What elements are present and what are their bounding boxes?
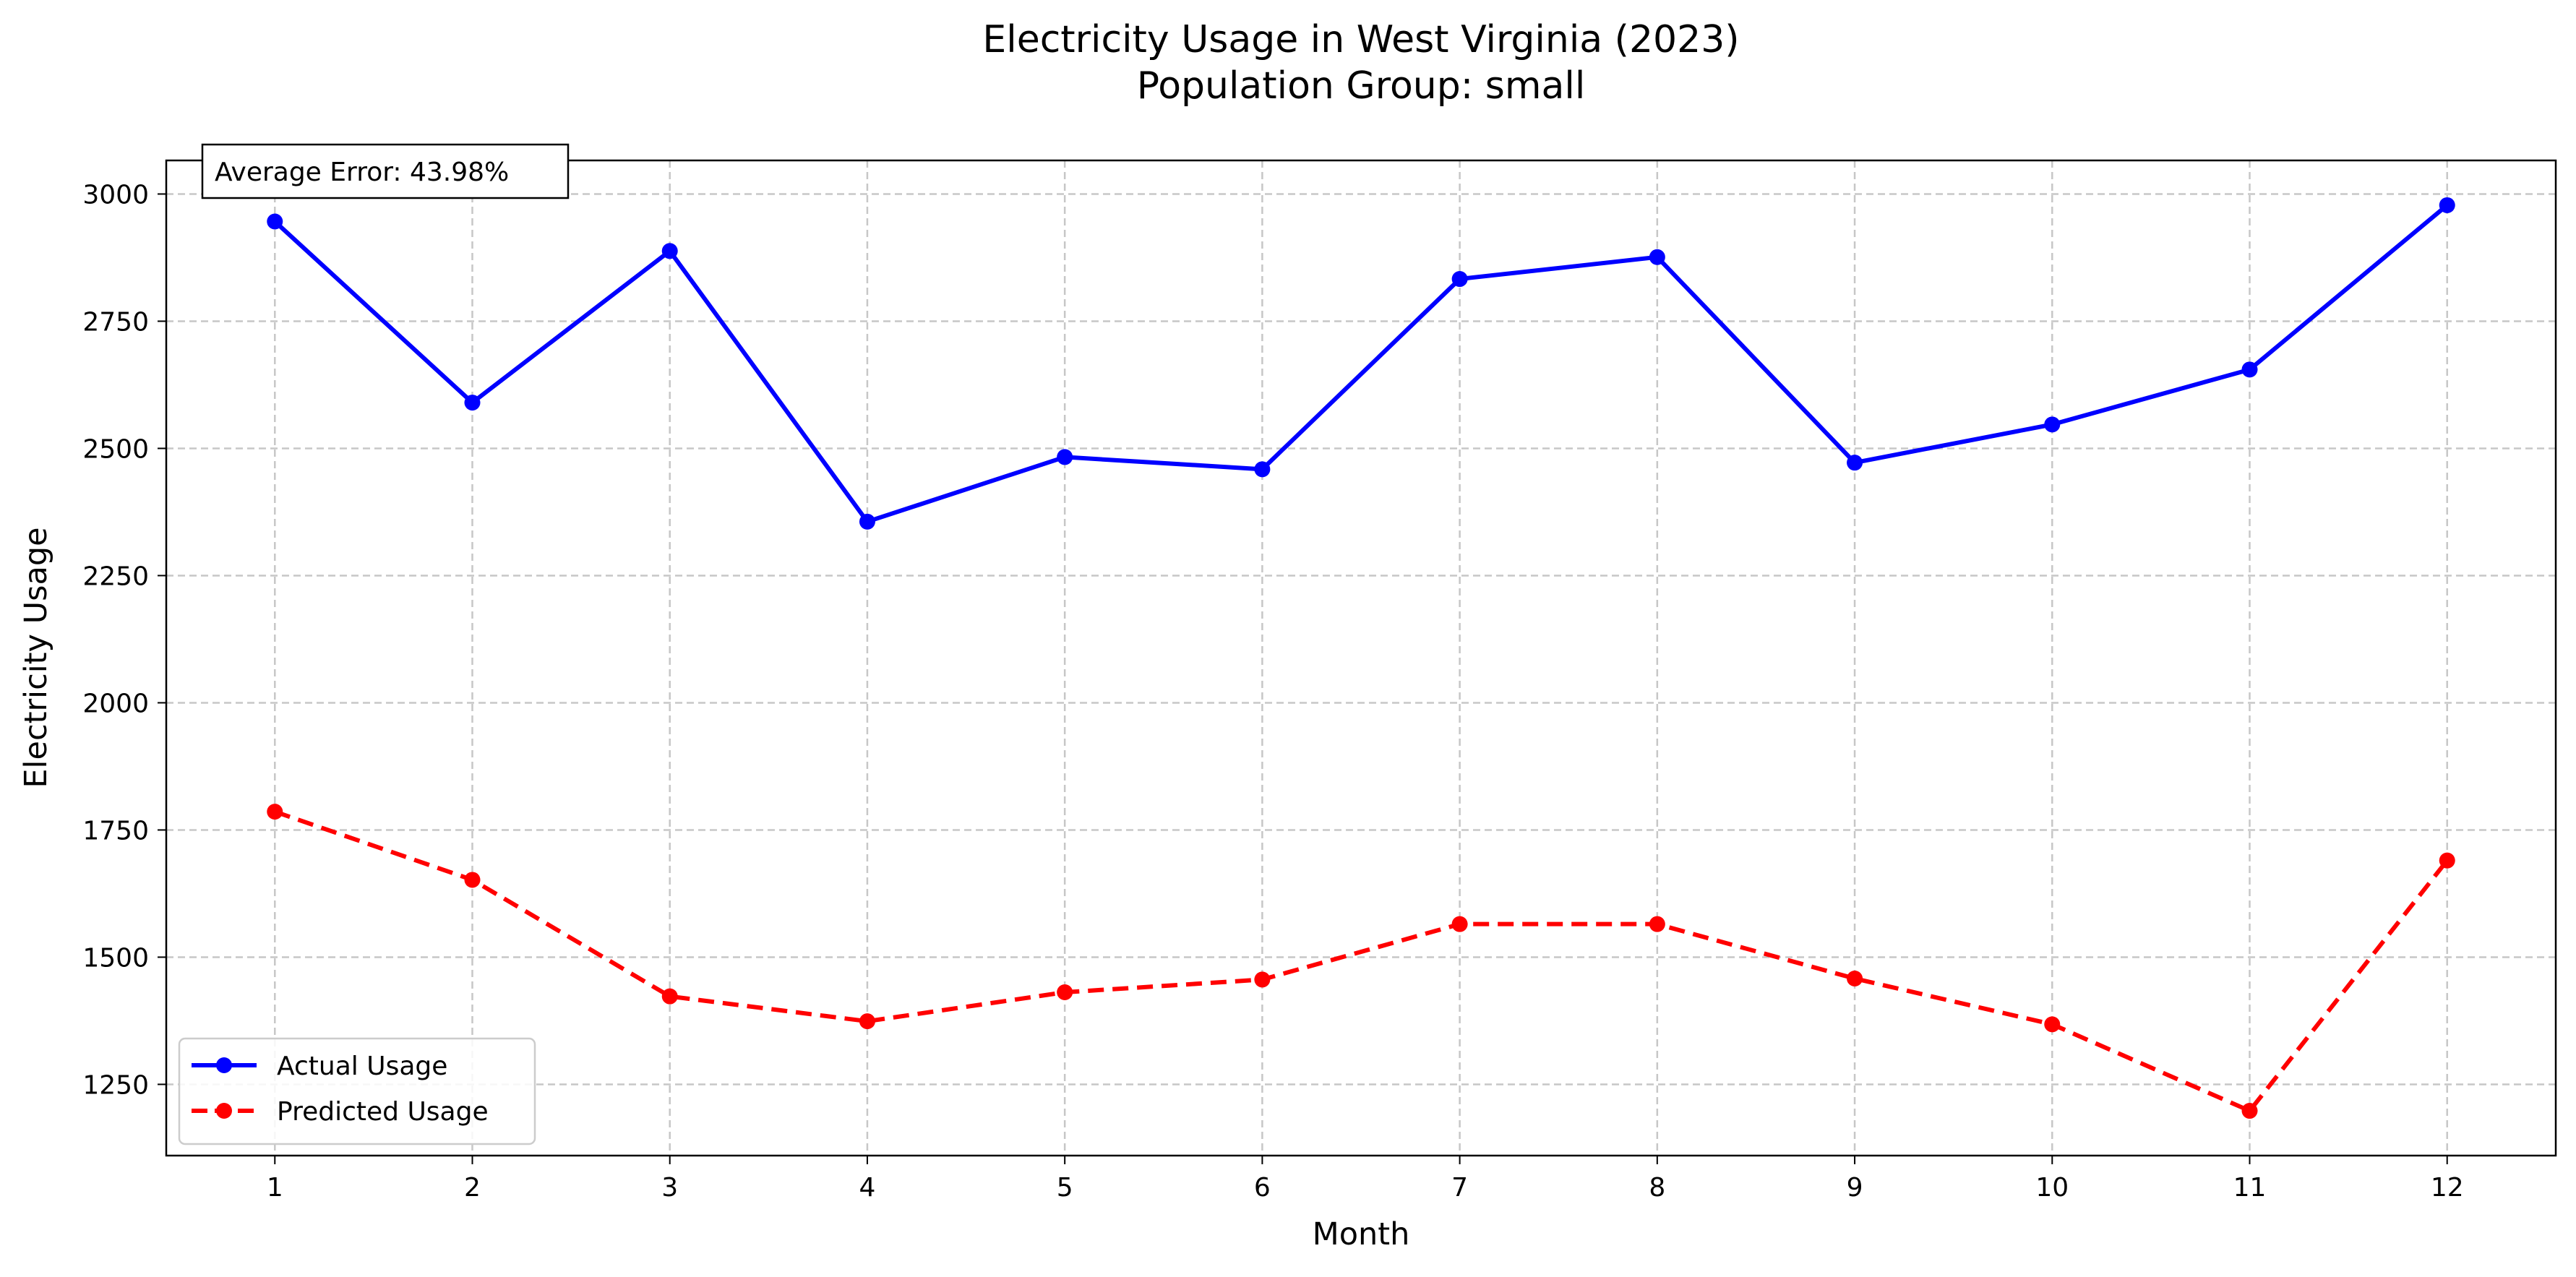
data-point-actual-usage xyxy=(859,513,875,530)
plot-frame xyxy=(165,159,2557,1157)
x-tick-label: 6 xyxy=(1254,1173,1271,1203)
data-point-actual-usage xyxy=(1847,455,1863,471)
data-point-predicted-usage xyxy=(2241,1103,2258,1119)
data-point-predicted-usage xyxy=(267,804,283,820)
data-point-actual-usage xyxy=(2439,197,2455,213)
data-point-predicted-usage xyxy=(464,872,481,888)
data-point-actual-usage xyxy=(2241,361,2258,378)
x-tick-label: 12 xyxy=(2431,1173,2464,1203)
x-tick-label: 7 xyxy=(1451,1173,1468,1203)
y-tick-label: 2000 xyxy=(82,689,149,718)
x-tick-label: 1 xyxy=(267,1173,283,1203)
legend-marker-actual xyxy=(216,1057,232,1073)
x-tick-label: 2 xyxy=(464,1173,481,1203)
series-actual-usage xyxy=(267,197,2455,530)
y-tick-label: 1250 xyxy=(82,1070,149,1100)
tick-layer: 1 2 3 4 5 6 7 8 9 10 11 121250150017502000225025002… xyxy=(82,180,2463,1203)
data-point-actual-usage xyxy=(464,395,481,411)
x-axis-label: Month xyxy=(1313,1216,1410,1252)
legend: Actual Usage Predicted Usage xyxy=(178,1037,536,1145)
data-point-actual-usage xyxy=(1451,271,1468,288)
data-point-actual-usage xyxy=(2044,416,2061,433)
data-point-actual-usage xyxy=(1057,449,1073,465)
data-point-predicted-usage xyxy=(2044,1016,2061,1033)
data-point-predicted-usage xyxy=(1451,916,1468,932)
y-tick-label: 1750 xyxy=(82,816,149,846)
chart-subtitle: Population Group: small xyxy=(1137,64,1586,108)
chart-title: Electricity Usage in West Virginia (2023… xyxy=(982,18,1739,61)
legend-box xyxy=(178,1037,536,1145)
grid-layer xyxy=(166,160,2556,1156)
data-point-actual-usage xyxy=(1649,249,1665,265)
series-layer xyxy=(267,197,2455,1119)
data-point-actual-usage xyxy=(1254,461,1271,478)
data-point-predicted-usage xyxy=(2439,852,2455,869)
y-tick-label: 2500 xyxy=(82,434,149,464)
y-tick-label: 2750 xyxy=(82,307,149,337)
x-tick-label: 11 xyxy=(2233,1173,2267,1203)
data-point-actual-usage xyxy=(661,243,678,259)
x-tick-label: 9 xyxy=(1847,1173,1863,1203)
y-tick-label: 3000 xyxy=(82,180,149,210)
average-error-annotation: Average Error: 43.98% xyxy=(201,143,570,199)
x-tick-label: 4 xyxy=(859,1173,875,1203)
y-axis-label: Electricity Usage xyxy=(18,527,54,788)
x-tick-label: 3 xyxy=(661,1173,678,1203)
legend-label-actual: Actual Usage xyxy=(277,1052,447,1081)
x-tick-label: 5 xyxy=(1057,1173,1073,1203)
legend-marker-predicted xyxy=(216,1103,232,1119)
x-tick-label: 8 xyxy=(1649,1173,1665,1203)
data-point-predicted-usage xyxy=(1847,971,1863,987)
legend-label-predicted: Predicted Usage xyxy=(277,1097,489,1127)
y-tick-label: 2250 xyxy=(82,562,149,591)
data-point-actual-usage xyxy=(267,213,283,230)
y-tick-label: 1500 xyxy=(82,943,149,973)
data-point-predicted-usage xyxy=(1649,916,1665,932)
series-predicted-usage xyxy=(267,804,2455,1119)
x-tick-label: 10 xyxy=(2035,1173,2069,1203)
series-line-actual-usage xyxy=(272,202,2450,524)
data-point-predicted-usage xyxy=(1057,984,1073,1001)
annotation-text: Average Error: 43.98% xyxy=(215,158,509,187)
series-line-predicted-usage xyxy=(274,809,2450,1114)
data-point-predicted-usage xyxy=(1254,971,1271,988)
data-point-predicted-usage xyxy=(859,1013,875,1030)
annotation-box xyxy=(201,143,570,199)
data-point-predicted-usage xyxy=(661,988,678,1005)
